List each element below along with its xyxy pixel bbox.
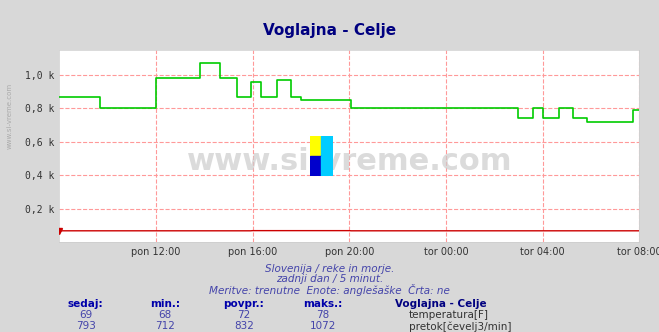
Bar (322, 156, 333, 176)
Bar (322, 136, 333, 156)
Text: 68: 68 (158, 310, 171, 320)
Text: 832: 832 (234, 321, 254, 331)
Text: Voglajna - Celje: Voglajna - Celje (263, 23, 396, 38)
Text: www.si-vreme.com: www.si-vreme.com (186, 147, 512, 176)
Text: zadnji dan / 5 minut.: zadnji dan / 5 minut. (276, 274, 383, 284)
Text: www.si-vreme.com: www.si-vreme.com (7, 83, 13, 149)
Text: 793: 793 (76, 321, 96, 331)
Text: Meritve: trenutne  Enote: anglešaške  Črta: ne: Meritve: trenutne Enote: anglešaške Črta… (209, 284, 450, 296)
Bar (310, 136, 322, 156)
Text: Voglajna - Celje: Voglajna - Celje (395, 299, 487, 309)
Text: 78: 78 (316, 310, 330, 320)
Text: pretok[čevelj3/min]: pretok[čevelj3/min] (409, 321, 511, 332)
Text: Slovenija / reke in morje.: Slovenija / reke in morje. (265, 264, 394, 274)
Text: temperatura[F]: temperatura[F] (409, 310, 488, 320)
Text: 1072: 1072 (310, 321, 336, 331)
Text: sedaj:: sedaj: (68, 299, 103, 309)
Text: 72: 72 (237, 310, 250, 320)
Text: min.:: min.: (150, 299, 180, 309)
Text: 69: 69 (79, 310, 92, 320)
Text: povpr.:: povpr.: (223, 299, 264, 309)
Text: maks.:: maks.: (303, 299, 343, 309)
Text: 712: 712 (155, 321, 175, 331)
Bar (310, 156, 322, 176)
